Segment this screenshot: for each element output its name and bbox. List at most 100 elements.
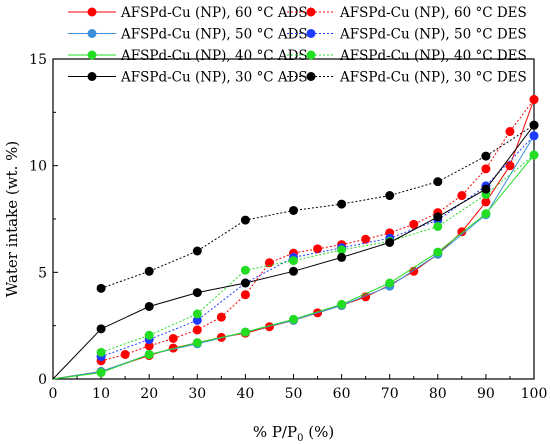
legend-marker xyxy=(306,29,316,38)
data-point xyxy=(313,244,323,254)
data-point xyxy=(289,256,298,266)
series-line xyxy=(100,154,535,353)
data-point xyxy=(264,258,274,268)
data-point xyxy=(385,237,395,247)
data-point xyxy=(144,341,154,351)
x-axis-title-subscript: 0 xyxy=(297,433,303,444)
data-point xyxy=(529,150,539,160)
series-line xyxy=(52,99,535,380)
plot-area xyxy=(52,58,535,380)
legend-label: AFSPd-Cu (NP), 60 °C ADS xyxy=(120,5,308,21)
x-tick-label: 50 xyxy=(285,386,303,402)
data-point xyxy=(409,219,419,229)
x-tick-label: 80 xyxy=(429,386,447,402)
series-4 xyxy=(52,150,539,380)
data-point xyxy=(505,161,515,171)
data-point xyxy=(144,266,154,276)
x-axis-title-suffix: (%) xyxy=(303,423,334,441)
data-point xyxy=(240,265,250,275)
y-tick-label: 15 xyxy=(29,52,47,68)
x-tick-label: 30 xyxy=(188,386,206,402)
legend-marker xyxy=(306,50,316,60)
data-point xyxy=(337,245,347,255)
data-point xyxy=(192,246,202,256)
x-tick-label: 20 xyxy=(140,386,158,402)
legend-label: AFSPd-Cu (NP), 50 °C ADS xyxy=(120,27,308,43)
data-point xyxy=(457,227,467,237)
data-point xyxy=(433,177,443,187)
data-point xyxy=(192,338,202,348)
y-axis: 0 5 10 15 xyxy=(29,52,58,388)
legend-label: AFSPd-Cu (NP), 40 °C ADS xyxy=(120,48,308,64)
data-point xyxy=(529,131,539,141)
data-point xyxy=(337,199,347,209)
data-point xyxy=(337,299,347,309)
legend-marker xyxy=(87,7,97,17)
data-point xyxy=(192,309,202,319)
legend-item: AFSPd-Cu (NP), 40 °C DES xyxy=(287,48,527,64)
series-5 xyxy=(96,150,539,357)
data-point xyxy=(168,343,178,353)
data-point xyxy=(96,283,106,293)
legend-marker xyxy=(306,7,316,17)
data-point xyxy=(433,221,443,231)
data-point xyxy=(240,290,250,300)
legend-item: AFSPd-Cu (NP), 50 °C ADS xyxy=(68,27,308,43)
y-tick-label: 5 xyxy=(38,265,47,281)
data-point xyxy=(289,205,298,215)
data-point xyxy=(240,215,250,225)
y-tick-label: 0 xyxy=(38,372,47,388)
data-point xyxy=(529,95,539,105)
series-1 xyxy=(96,95,539,366)
data-point xyxy=(481,197,491,207)
legend-item: AFSPd-Cu (NP), 40 °C ADS xyxy=(68,48,308,64)
data-point xyxy=(481,164,491,174)
legend-marker xyxy=(87,50,97,60)
legend-marker xyxy=(87,72,97,81)
data-point xyxy=(457,191,467,201)
x-tick-label: 60 xyxy=(333,386,351,402)
legend-label: AFSPd-Cu (NP), 30 °C ADS xyxy=(120,70,308,86)
legend-label: AFSPd-Cu (NP), 40 °C DES xyxy=(339,48,527,64)
data-point xyxy=(96,347,106,357)
data-point xyxy=(433,247,443,257)
data-point xyxy=(120,349,130,359)
legend-item: AFSPd-Cu (NP), 30 °C DES xyxy=(287,70,527,86)
data-point xyxy=(96,324,106,334)
series-line xyxy=(100,124,535,289)
data-point xyxy=(216,312,226,322)
data-point xyxy=(144,301,154,311)
legend-label: AFSPd-Cu (NP), 50 °C DES xyxy=(339,27,527,43)
y-tick-label: 10 xyxy=(29,159,47,175)
legend: AFSPd-Cu (NP), 60 °C ADS AFSPd-Cu (NP), 6… xyxy=(68,5,527,86)
x-tick-label: 70 xyxy=(381,386,399,402)
data-point xyxy=(240,327,250,337)
data-point xyxy=(144,330,154,340)
data-point xyxy=(481,209,491,219)
data-point xyxy=(289,314,298,324)
data-point xyxy=(433,212,443,222)
legend-item: AFSPd-Cu (NP), 60 °C ADS xyxy=(68,5,308,21)
data-point xyxy=(385,278,395,288)
legend-item: AFSPd-Cu (NP), 50 °C DES xyxy=(287,27,527,43)
series-7 xyxy=(96,120,539,293)
x-tick-label: 90 xyxy=(477,386,495,402)
x-axis: 0 10 20 30 40 50 60 70 80 90 100 xyxy=(49,374,548,402)
data-point xyxy=(337,252,347,262)
x-tick-label: 10 xyxy=(92,386,110,402)
legend-marker xyxy=(306,72,316,81)
legend-label: AFSPd-Cu (NP), 30 °C DES xyxy=(339,70,527,86)
data-point xyxy=(529,120,539,130)
x-tick-label: 0 xyxy=(49,386,58,402)
data-point xyxy=(168,333,178,343)
plot-frame xyxy=(52,58,535,380)
x-axis-title-main: % P/P xyxy=(253,423,297,441)
x-tick-label: 100 xyxy=(521,386,548,402)
data-point xyxy=(505,127,515,137)
y-axis-title: Water intake (wt. %) xyxy=(3,141,21,297)
legend-marker xyxy=(87,29,97,38)
data-point xyxy=(144,349,154,359)
legend-item: AFSPd-Cu (NP), 30 °C ADS xyxy=(68,70,308,86)
series-0 xyxy=(52,95,539,380)
